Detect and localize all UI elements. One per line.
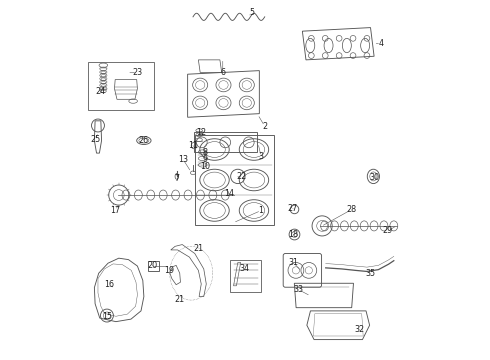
Text: 14: 14: [224, 189, 234, 198]
Text: 12: 12: [196, 128, 206, 137]
Text: 30: 30: [370, 173, 380, 182]
Text: 17: 17: [110, 206, 120, 215]
Text: 35: 35: [366, 269, 375, 278]
Text: 31: 31: [289, 258, 298, 267]
Text: 10: 10: [200, 162, 210, 171]
Text: 29: 29: [383, 226, 393, 235]
Text: 16: 16: [104, 280, 114, 289]
Text: 33: 33: [293, 285, 303, 294]
Text: 2: 2: [262, 122, 267, 131]
Text: 26: 26: [139, 136, 149, 145]
Text: 4: 4: [379, 39, 384, 48]
Text: 27: 27: [288, 204, 298, 213]
Text: 13: 13: [178, 155, 188, 164]
Text: 23: 23: [132, 68, 143, 77]
Text: 8: 8: [202, 148, 207, 157]
Text: 28: 28: [347, 205, 357, 214]
Text: 21: 21: [174, 294, 185, 303]
Text: 25: 25: [90, 135, 100, 144]
Text: 6: 6: [220, 68, 225, 77]
Text: 1: 1: [259, 206, 264, 215]
Text: 11: 11: [188, 141, 198, 150]
Text: 34: 34: [239, 265, 249, 274]
Text: 15: 15: [102, 312, 112, 321]
Text: 22: 22: [236, 172, 246, 181]
Text: 32: 32: [355, 325, 365, 334]
Text: 21: 21: [194, 244, 203, 253]
Text: 5: 5: [249, 8, 255, 17]
Text: 9: 9: [202, 155, 207, 164]
Text: 24: 24: [96, 86, 106, 95]
Text: 7: 7: [174, 174, 179, 183]
Text: 19: 19: [165, 266, 175, 275]
Text: 3: 3: [259, 152, 264, 161]
Text: 18: 18: [289, 230, 298, 239]
Text: 20: 20: [147, 261, 158, 270]
